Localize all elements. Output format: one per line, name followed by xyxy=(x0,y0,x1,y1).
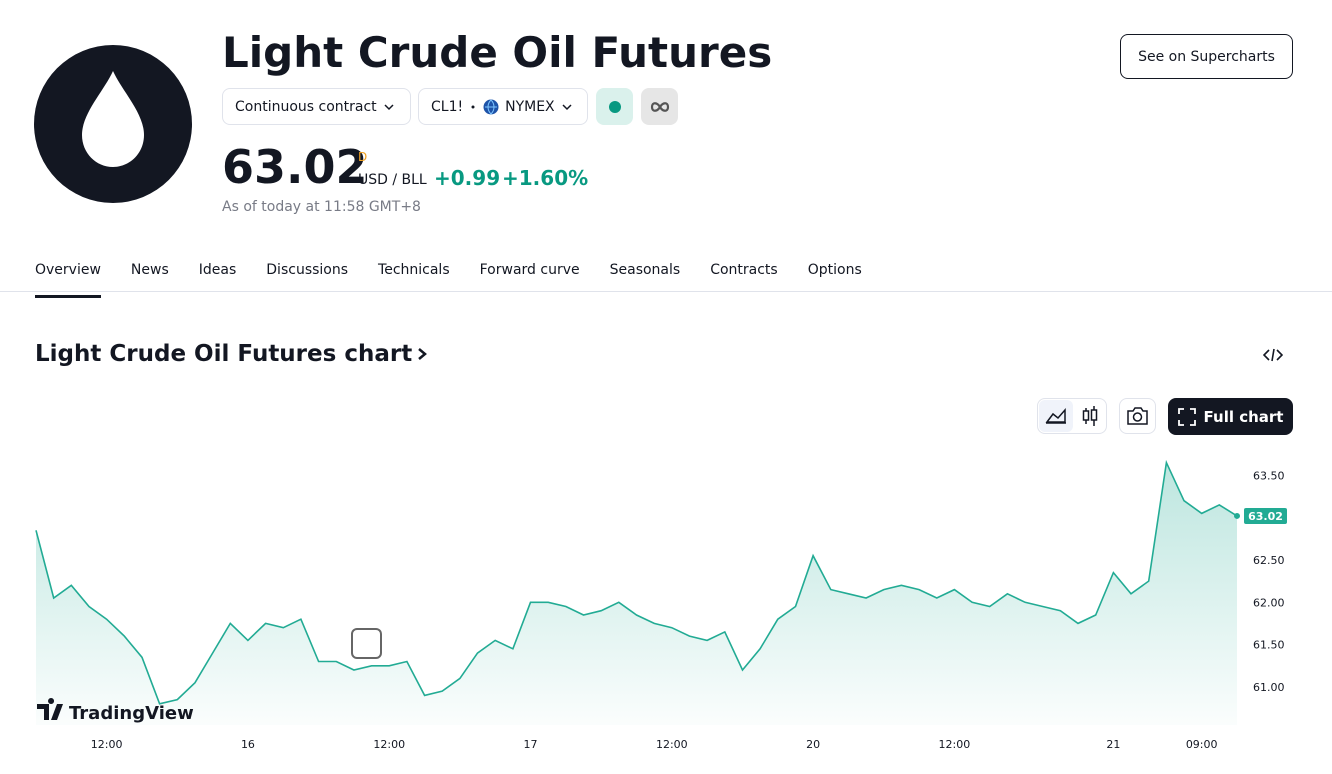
logo xyxy=(34,45,192,203)
tab[interactable]: Seasonals xyxy=(609,262,681,278)
x-tick-label: 21 xyxy=(1106,738,1120,751)
tab[interactable]: Technicals xyxy=(378,262,450,278)
x-tick-label: 16 xyxy=(241,738,255,751)
tab[interactable]: Discussions xyxy=(266,262,349,278)
x-tick-label: 12:00 xyxy=(939,738,971,751)
x-tick-label: 17 xyxy=(524,738,538,751)
unit: USD / BLL xyxy=(358,172,427,188)
crosshair-marker xyxy=(351,628,382,659)
separator xyxy=(471,105,475,108)
chart-style-group xyxy=(1037,398,1107,434)
x-tick-label: 09:00 xyxy=(1186,738,1218,751)
tab[interactable]: Overview xyxy=(35,262,101,298)
chevron xyxy=(384,103,394,110)
area xyxy=(36,462,1237,725)
y-tick-label: 62.50 xyxy=(1253,554,1285,567)
x-tick-label: 12:00 xyxy=(373,738,405,751)
full-chart-button[interactable]: Full chart xyxy=(1168,398,1293,435)
fullscreen-icon xyxy=(1177,407,1196,426)
y-tick-label: 63.50 xyxy=(1253,469,1285,482)
change-percent: +1.60% xyxy=(502,166,589,190)
chevron xyxy=(562,103,572,110)
status-dot xyxy=(608,100,621,113)
tab[interactable]: News xyxy=(130,262,169,278)
last-point xyxy=(1234,512,1240,519)
candle-style-button[interactable] xyxy=(1074,400,1106,432)
tab[interactable]: Contracts xyxy=(710,262,778,278)
contract-select[interactable]: Continuous contract xyxy=(222,88,411,125)
tab[interactable]: Ideas xyxy=(198,262,237,278)
symbol: CL1! xyxy=(431,98,464,115)
x-tick-label: 20 xyxy=(806,738,820,751)
x-tick-label: 12:00 xyxy=(91,738,123,751)
price-chart: 61.0061.5062.0062.5063.0063.5012:001612:… xyxy=(35,459,1287,751)
supercharts-button[interactable]: See on Supercharts xyxy=(1120,34,1293,79)
last-price-label: 63.02 xyxy=(1248,510,1283,523)
price-line xyxy=(35,459,1238,705)
exchange: NYMEX xyxy=(505,98,555,115)
y-tick-label: 62.00 xyxy=(1253,596,1285,609)
price-period: D xyxy=(358,150,368,164)
camera-icon xyxy=(1127,407,1148,425)
price: 63.02 xyxy=(222,140,368,194)
brand: TradingView xyxy=(37,698,194,724)
tab-bar: Overview News Ideas Discussions Technicals Fo… xyxy=(35,262,862,298)
market-status[interactable] xyxy=(596,88,633,125)
full-chart-label: Full chart xyxy=(1203,407,1284,426)
snapshot-button[interactable] xyxy=(1119,398,1156,434)
last-price-badge xyxy=(1244,507,1287,524)
contract-label: Continuous contract xyxy=(235,98,377,115)
divider xyxy=(0,291,1332,292)
brand-name: TradingView xyxy=(69,703,194,724)
title: Light Crude Oil Futures xyxy=(222,28,773,77)
infinity-icon xyxy=(650,101,669,112)
change: +0.99 xyxy=(434,166,501,190)
y-tick-label: 61.50 xyxy=(1253,639,1285,652)
chevron-right xyxy=(418,348,428,360)
globe-icon xyxy=(483,99,499,115)
tab[interactable]: Forward curve xyxy=(479,262,580,278)
contract-type[interactable] xyxy=(641,88,678,125)
tab[interactable]: Options xyxy=(807,262,862,278)
y-tick-label: 61.00 xyxy=(1253,681,1285,694)
embed-icon[interactable] xyxy=(1263,346,1283,364)
as-of: As of today at 11:58 GMT+8 xyxy=(222,199,421,215)
symbol-select[interactable]: CL1! NYMEX xyxy=(418,88,588,125)
chart-heading-text: Light Crude Oil Futures chart xyxy=(35,341,413,367)
x-tick-label: 12:00 xyxy=(656,738,688,751)
area-style-button[interactable] xyxy=(1039,400,1073,432)
chart-heading[interactable]: Light Crude Oil Futures chart xyxy=(35,341,428,367)
brand-icon xyxy=(37,698,63,720)
